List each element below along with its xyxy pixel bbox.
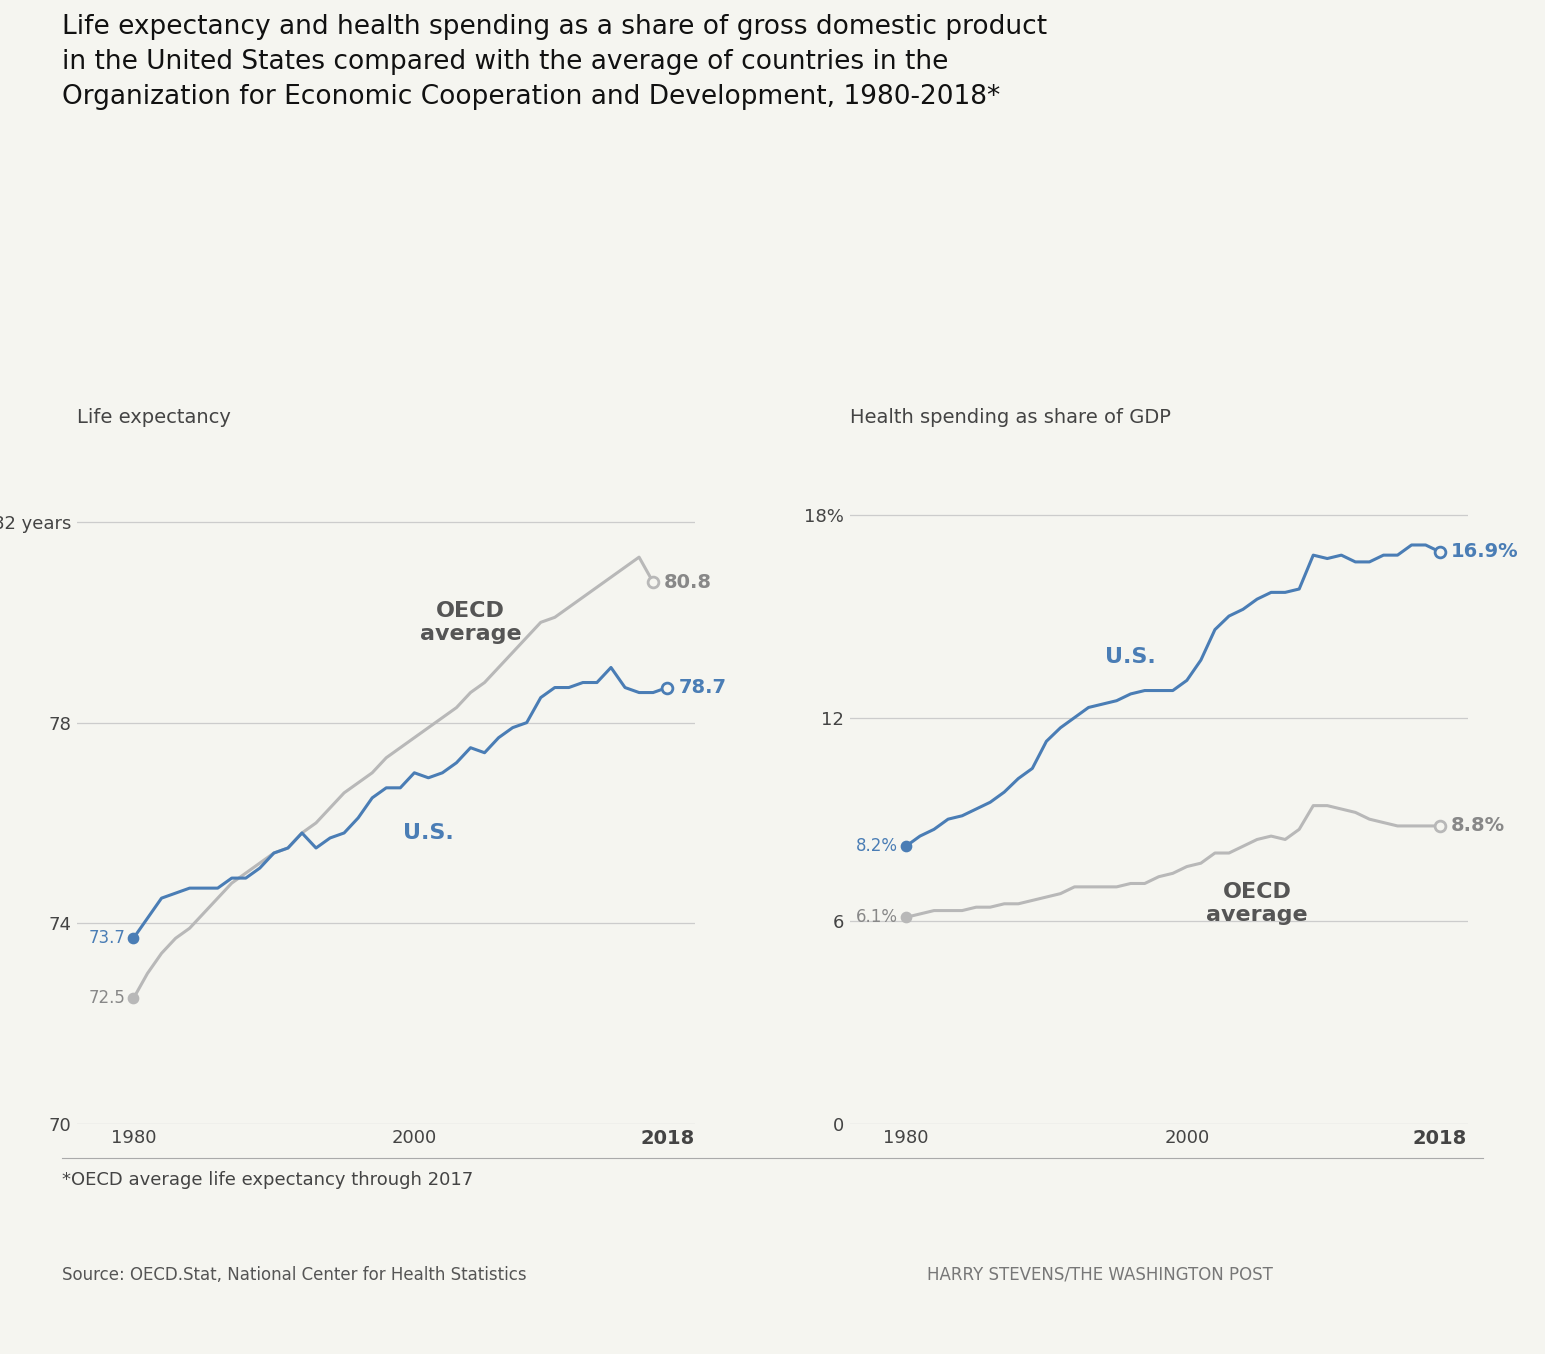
Text: 8.2%: 8.2% [856, 837, 898, 856]
Text: Life expectancy and health spending as a share of gross domestic product
in the : Life expectancy and health spending as a… [62, 14, 1048, 110]
Text: U.S.: U.S. [403, 823, 454, 844]
Text: 6.1%: 6.1% [856, 909, 898, 926]
Text: 78.7: 78.7 [678, 678, 726, 697]
Text: Life expectancy: Life expectancy [77, 408, 232, 427]
Point [121, 927, 145, 949]
Point [655, 677, 680, 699]
Text: 8.8%: 8.8% [1451, 816, 1505, 835]
Text: Health spending as share of GDP: Health spending as share of GDP [850, 408, 1171, 427]
Text: 16.9%: 16.9% [1451, 542, 1519, 562]
Point [1428, 815, 1452, 837]
Point [893, 907, 918, 929]
Text: OECD
average: OECD average [1207, 883, 1309, 925]
Text: U.S.: U.S. [1105, 647, 1156, 666]
Text: 80.8: 80.8 [664, 573, 712, 592]
Point [1428, 542, 1452, 563]
Text: 73.7: 73.7 [88, 929, 125, 948]
Point [121, 987, 145, 1009]
Text: *OECD average life expectancy through 2017: *OECD average life expectancy through 20… [62, 1171, 473, 1189]
Text: Source: OECD.Stat, National Center for Health Statistics: Source: OECD.Stat, National Center for H… [62, 1266, 527, 1284]
Point [641, 571, 666, 593]
Text: OECD
average: OECD average [420, 601, 521, 645]
Text: HARRY STEVENS/THE WASHINGTON POST: HARRY STEVENS/THE WASHINGTON POST [927, 1266, 1273, 1284]
Point [893, 835, 918, 857]
Text: 72.5: 72.5 [88, 990, 125, 1007]
